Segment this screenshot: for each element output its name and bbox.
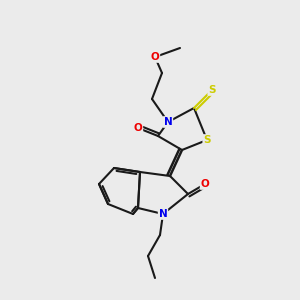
- Text: O: O: [201, 179, 209, 189]
- Text: N: N: [159, 209, 167, 219]
- Text: S: S: [203, 135, 211, 145]
- Text: S: S: [208, 85, 216, 95]
- Text: O: O: [134, 123, 142, 133]
- Text: O: O: [151, 52, 159, 62]
- Text: N: N: [164, 117, 172, 127]
